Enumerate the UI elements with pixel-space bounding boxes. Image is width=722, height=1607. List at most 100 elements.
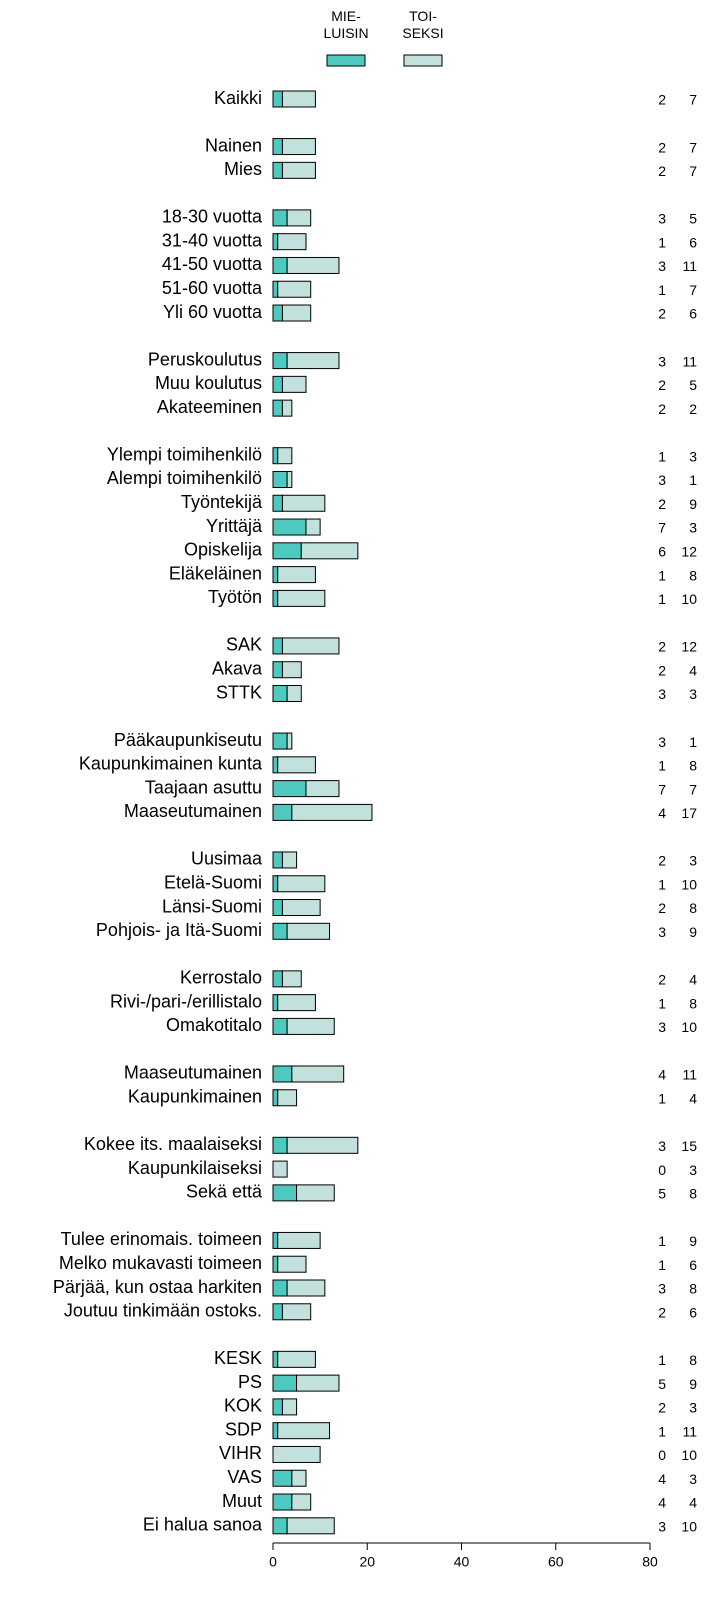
category-label: Mies bbox=[224, 159, 262, 179]
value-label: 1 bbox=[658, 448, 666, 464]
category-label: Akava bbox=[212, 658, 263, 678]
bar-segment bbox=[286, 352, 340, 370]
bar-segment bbox=[305, 518, 321, 536]
category-label: Kaikki bbox=[214, 88, 262, 108]
value-label: 7 bbox=[658, 520, 666, 536]
legend-swatch bbox=[326, 54, 366, 67]
category-label: Työntekijä bbox=[181, 492, 263, 512]
x-tick-label: 80 bbox=[642, 1554, 658, 1570]
value-label: 1 bbox=[658, 591, 666, 607]
value-label: 11 bbox=[682, 258, 697, 274]
value-label: 11 bbox=[682, 1423, 697, 1439]
bar-segment bbox=[272, 161, 283, 179]
category-label: 18-30 vuotta bbox=[162, 207, 263, 227]
value-label: 12 bbox=[681, 544, 697, 560]
bar-segment bbox=[272, 1517, 288, 1535]
bar-segment bbox=[272, 1017, 288, 1035]
value-label: 6 bbox=[689, 234, 697, 250]
bar-segment bbox=[272, 1160, 288, 1178]
value-label: 1 bbox=[658, 567, 666, 583]
value-label: 7 bbox=[689, 92, 697, 108]
category-label: Pääkaupunkiseutu bbox=[114, 730, 262, 750]
value-label: 3 bbox=[658, 1519, 666, 1535]
bar-segment bbox=[281, 1398, 298, 1416]
value-label: 2 bbox=[658, 972, 666, 988]
value-label: 7 bbox=[689, 139, 697, 155]
legend-label: TOI- SEKSI bbox=[402, 8, 444, 41]
bar-segment bbox=[272, 1184, 298, 1202]
value-label: 6 bbox=[689, 1257, 697, 1273]
value-label: 9 bbox=[689, 1376, 697, 1392]
value-label: 6 bbox=[658, 544, 666, 560]
value-label: 8 bbox=[689, 995, 697, 1011]
value-label: 2 bbox=[658, 662, 666, 678]
value-label: 2 bbox=[689, 401, 697, 417]
value-label: 10 bbox=[681, 1019, 697, 1035]
value-label: 3 bbox=[689, 448, 697, 464]
category-label: Sekä että bbox=[186, 1182, 263, 1202]
value-label: 1 bbox=[658, 1352, 666, 1368]
bar-segment bbox=[281, 970, 302, 988]
bar-segment bbox=[272, 352, 288, 370]
value-label: 2 bbox=[658, 1304, 666, 1320]
bar-segment bbox=[281, 1303, 312, 1321]
bar-segment bbox=[272, 922, 288, 940]
bar-segment bbox=[291, 803, 373, 821]
value-label: 4 bbox=[658, 1067, 666, 1083]
bar-segment bbox=[281, 661, 302, 679]
bar-segment bbox=[277, 756, 316, 774]
category-label: Kaupunkilaiseksi bbox=[128, 1158, 262, 1178]
bar-segment bbox=[281, 90, 316, 108]
category-label: 41-50 vuotta bbox=[162, 254, 263, 274]
value-label: 1 bbox=[658, 1257, 666, 1273]
category-label: PS bbox=[238, 1372, 262, 1392]
bar-segment bbox=[277, 233, 307, 251]
value-label: 17 bbox=[681, 805, 697, 821]
x-tick-label: 20 bbox=[359, 1554, 375, 1570]
value-label: 12 bbox=[681, 639, 697, 655]
value-label: 8 bbox=[689, 758, 697, 774]
bar-segment bbox=[286, 256, 340, 274]
category-label: Rivi-/pari-/erillistalo bbox=[110, 991, 262, 1011]
bar-segment bbox=[272, 256, 288, 274]
value-label: 3 bbox=[658, 353, 666, 369]
value-label: 6 bbox=[689, 1304, 697, 1320]
bar-segment bbox=[286, 922, 331, 940]
bar-segment bbox=[272, 1231, 279, 1249]
x-tick-label: 60 bbox=[548, 1554, 564, 1570]
bar-segment bbox=[277, 1350, 316, 1368]
bar-segment bbox=[272, 732, 288, 750]
bar-segment bbox=[277, 1089, 298, 1107]
bar-segment bbox=[277, 589, 326, 607]
x-tick-label: 0 bbox=[269, 1554, 277, 1570]
bar-segment bbox=[300, 542, 359, 560]
bar-segment bbox=[286, 1136, 359, 1154]
value-label: 4 bbox=[689, 972, 697, 988]
category-label: Joutuu tinkimään ostoks. bbox=[64, 1301, 262, 1321]
category-label: Maaseutumainen bbox=[124, 1063, 262, 1083]
category-label: Ei halua sanoa bbox=[143, 1515, 263, 1535]
category-label: Työtön bbox=[208, 587, 262, 607]
value-label: 3 bbox=[658, 211, 666, 227]
bar-segment bbox=[272, 233, 279, 251]
category-label: VAS bbox=[227, 1467, 262, 1487]
category-label: Uusimaa bbox=[191, 849, 263, 869]
category-label: Tulee erinomais. toimeen bbox=[61, 1229, 262, 1249]
value-label: 7 bbox=[658, 781, 666, 797]
value-label: 3 bbox=[658, 1281, 666, 1297]
bar-segment bbox=[277, 875, 326, 893]
category-label: Nainen bbox=[205, 135, 262, 155]
bar-segment bbox=[286, 1517, 335, 1535]
bar-segment bbox=[272, 875, 279, 893]
value-label: 0 bbox=[658, 1162, 666, 1178]
legend-swatch bbox=[403, 54, 443, 67]
bar-segment bbox=[272, 803, 293, 821]
bar-segment bbox=[272, 1255, 279, 1273]
bar-segment bbox=[272, 304, 283, 322]
value-label: 1 bbox=[658, 758, 666, 774]
bar-segment bbox=[281, 494, 326, 512]
category-label: Kokee its. maalaiseksi bbox=[84, 1134, 262, 1154]
bar-segment bbox=[272, 899, 283, 917]
